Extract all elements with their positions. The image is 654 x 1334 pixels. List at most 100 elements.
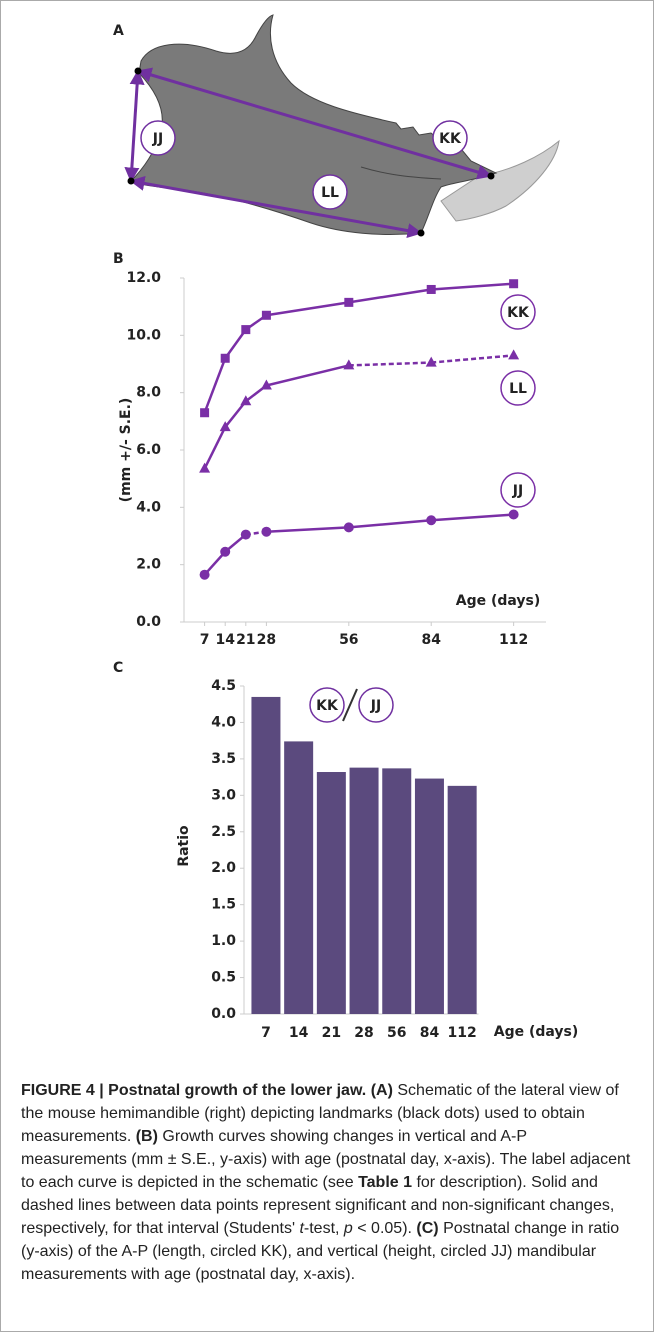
x-tick-label: 84 [420,1025,440,1041]
panel-label: A [113,23,124,39]
y-tick-label: 1.5 [211,897,236,913]
panel-label: B [113,251,124,267]
landmark [127,177,135,185]
line-segment [348,518,432,529]
label-circle [500,370,536,406]
panel-label: C [113,660,123,676]
line-segment [224,400,247,428]
line-segment [203,550,227,576]
y-tick-label: 2.5 [211,824,236,840]
arrow [136,67,493,180]
y-tick-label: 4.5 [211,678,236,694]
x-tick-label: 28 [257,632,276,648]
caption-text: Schematic of the lateral view of the mou… [21,1082,619,1145]
x-tick-label: 84 [421,632,441,648]
x-tick-label: 56 [339,632,358,648]
bar [447,785,477,1014]
line-segment [348,288,432,304]
x-tick-label: 21 [322,1025,341,1041]
x-tick-label: 7 [261,1025,271,1041]
circled-label: LL [509,381,527,397]
x-tick-label: 14 [215,632,235,648]
marker [199,569,210,580]
landmark [134,67,142,75]
marker [425,356,437,367]
label-circle [500,472,536,508]
x-tick-label: 112 [499,632,528,648]
y-tick-label: 0.0 [211,1006,236,1022]
caption-text: (A) [370,1082,393,1099]
y-tick-label: 3.5 [211,751,236,767]
y-tick-label: 3.0 [211,787,236,803]
caption-text: < 0.05). [352,1220,417,1237]
marker [344,297,354,307]
caption-text: -test, [303,1220,344,1237]
marker [343,522,354,533]
bar [349,767,379,1014]
x-axis-title: Age (days) [456,593,541,609]
slash [342,688,358,722]
landmark [417,229,425,237]
label-circle [432,120,468,156]
line-segment [203,357,227,414]
label-circle [140,120,176,156]
line-segment [266,301,350,317]
line-segment [266,364,350,387]
bar [284,741,314,1014]
x-tick-label: 14 [289,1025,309,1041]
y-tick-label: 1.0 [211,933,236,949]
y-tick-label: 6.0 [136,442,161,458]
label-circle [500,294,536,330]
circled-label: KK [316,698,339,714]
circled-label: LL [321,185,339,201]
marker [220,546,231,557]
line-segment [431,282,514,291]
caption: FIGURE 4 | Postnatal growth of the lower… [21,1079,635,1286]
y-axis-title: Ratio [176,825,192,867]
y-tick-label: 0.5 [211,970,236,986]
marker [426,284,436,294]
bar [414,778,444,1014]
line-segment [224,328,247,359]
marker [508,349,520,360]
marker [240,529,251,540]
marker [261,310,271,320]
arrow [124,69,145,183]
caption-text: Table 1 [358,1174,413,1191]
caption-text: (C) [416,1220,439,1237]
marker [261,526,272,537]
landmark [487,172,495,180]
marker [241,325,251,335]
marker [343,359,355,370]
marker [240,395,252,406]
x-tick-label: 7 [200,632,210,648]
caption-text: Postnatal change in ratio (y-axis) of th… [21,1220,620,1283]
line-segment [431,354,514,364]
y-tick-label: 4.0 [136,499,161,515]
marker [219,421,231,432]
y-tick-label: 8.0 [136,385,161,401]
caption-text: for description). Solid and dashed lines… [21,1174,615,1237]
caption-text: Growth curves showing changes in vertica… [21,1128,631,1191]
label-circle [312,174,348,210]
y-tick-label: 12.0 [126,270,161,286]
circled-label: JJ [152,131,163,147]
y-tick-label: 2.0 [136,557,161,573]
marker [199,462,211,473]
x-tick-label: 56 [387,1025,406,1041]
y-tick-label: 10.0 [126,327,161,343]
bar [316,772,346,1014]
marker [509,279,519,289]
label-circle [309,687,345,723]
circled-label: KK [507,305,530,321]
y-tick-label: 2.0 [211,860,236,876]
y-tick-label: 0.0 [136,614,161,630]
circled-label: JJ [512,483,523,499]
y-tick-label: 4.0 [211,714,236,730]
x-tick-label: 21 [236,632,255,648]
caption-text: p [343,1220,353,1237]
jaw [130,14,560,236]
line-segment [431,513,514,522]
